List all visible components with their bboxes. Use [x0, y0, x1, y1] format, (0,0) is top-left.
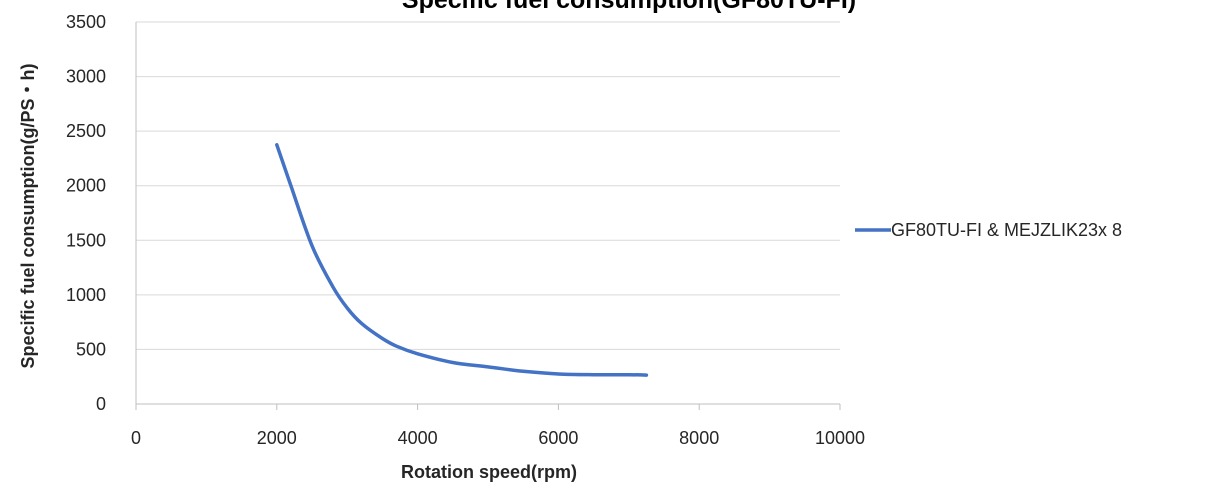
y-tick-label-2000: 2000 [66, 176, 106, 196]
x-axis-title: Rotation speed(rpm) [401, 462, 577, 482]
y-tick-label-3500: 3500 [66, 12, 106, 32]
y-tick-label-1000: 1000 [66, 285, 106, 305]
y-axis-title: Specific fuel consumption(g/PS・h) [18, 63, 38, 368]
y-tick-label-2500: 2500 [66, 121, 106, 141]
gridlines [136, 21, 840, 350]
x-tick-labels: 0 2000 4000 6000 8000 10000 [131, 428, 865, 448]
x-tick-label-10000: 10000 [815, 428, 865, 448]
series [275, 143, 649, 377]
x-tick-label-6000: 6000 [538, 428, 578, 448]
series-line-0 [275, 143, 649, 377]
x-tick-label-0: 0 [131, 428, 141, 448]
y-tick-label-1500: 1500 [66, 230, 106, 250]
x-tick-label-4000: 4000 [398, 428, 438, 448]
chart-title: Specific fuel consumption(GF80TU-FI) [402, 0, 856, 14]
y-tick-labels: 0 500 1000 1500 2000 2500 3000 3500 [66, 12, 106, 414]
x-tick-label-2000: 2000 [257, 428, 297, 448]
axes [135, 22, 841, 410]
x-tick-label-8000: 8000 [679, 428, 719, 448]
y-tick-label-3000: 3000 [66, 67, 106, 87]
legend: GF80TU-FI & MEJZLIK23x 8 [855, 220, 1122, 240]
y-tick-label-500: 500 [76, 339, 106, 359]
legend-label: GF80TU-FI & MEJZLIK23x 8 [891, 220, 1122, 240]
y-tick-label-0: 0 [96, 394, 106, 414]
